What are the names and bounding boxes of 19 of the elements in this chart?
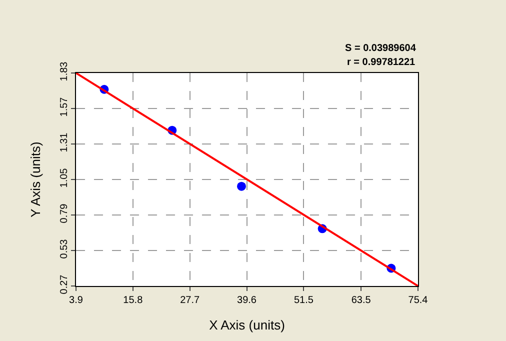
y-tick-label: 0.79 (59, 203, 70, 224)
y-tick-label: 1.05 (59, 168, 70, 188)
x-tick-label: 27.7 (180, 295, 200, 306)
x-tick-label: 39.6 (237, 295, 257, 306)
y-tick-label: 1.57 (59, 96, 70, 117)
point (237, 182, 246, 191)
y-axis-title: Y Axis (units) (28, 142, 43, 218)
x-tick-label: 15.8 (123, 295, 144, 306)
x-tick-label: 63.5 (351, 295, 372, 306)
text: r = 0.99781221 (347, 57, 416, 68)
x-tick-label: 75.4 (408, 295, 428, 306)
y-tick-label: 0.53 (59, 238, 70, 259)
x-tick-label: 51.5 (294, 295, 314, 306)
x-tick-label: 3.9 (69, 295, 84, 306)
y-tick-label: 1.31 (59, 132, 70, 152)
text: S = 0.03989604 (345, 43, 416, 54)
y-tick-label: 0.27 (59, 274, 70, 294)
x-axis-title: X Axis (units) (209, 318, 285, 333)
y-tick-label: 1.83 (59, 61, 70, 82)
